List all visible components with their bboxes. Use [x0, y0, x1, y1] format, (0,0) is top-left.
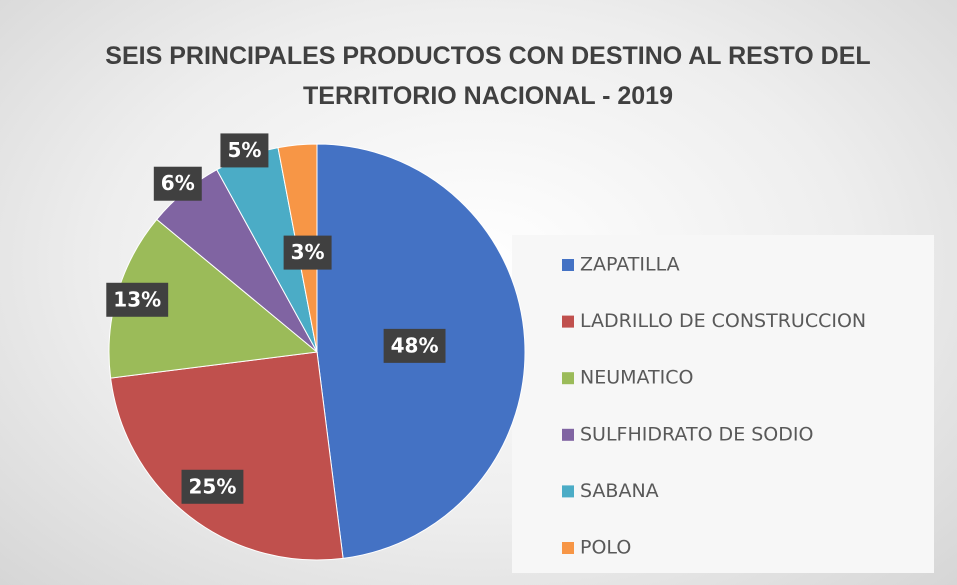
data-label: 25% [181, 469, 244, 504]
legend-label: SULFHIDRATO DE SODIO [580, 423, 813, 445]
legend-label: NEUMATICO [580, 367, 693, 389]
legend-swatch [562, 428, 574, 441]
data-label: 6% [153, 166, 202, 201]
legend-label: POLO [580, 537, 631, 559]
legend-swatch [562, 542, 574, 554]
data-label-text: 3% [291, 240, 325, 264]
legend-label: LADRILLO DE CONSTRUCCION [580, 310, 866, 332]
data-label-box [153, 166, 202, 201]
data-label-box [220, 133, 269, 168]
legend-swatch [562, 315, 574, 328]
data-label: 48% [383, 328, 446, 363]
data-label-text: 6% [161, 171, 195, 195]
data-label-text: 5% [227, 138, 261, 162]
data-label-box [106, 282, 169, 317]
chart-title: SEIS PRINCIPALES PRODUCTOS CON DESTINO A… [105, 42, 871, 110]
data-label-box [181, 469, 244, 504]
data-label-text: 25% [189, 474, 237, 498]
data-label-text: 48% [391, 333, 439, 357]
legend-swatch [562, 485, 574, 498]
data-label: 3% [283, 235, 332, 270]
data-label-box [383, 328, 446, 363]
data-label-text: 13% [113, 287, 161, 311]
legend-swatch [562, 372, 574, 385]
data-label-box [283, 235, 332, 270]
legend-label: ZAPATILLA [580, 254, 680, 276]
legend-swatch [562, 259, 574, 271]
pie-slice [110, 351, 344, 561]
data-label: 5% [220, 133, 269, 168]
legend-box [512, 235, 934, 573]
legend-label: SABANA [580, 480, 659, 502]
data-label: 13% [106, 282, 169, 317]
